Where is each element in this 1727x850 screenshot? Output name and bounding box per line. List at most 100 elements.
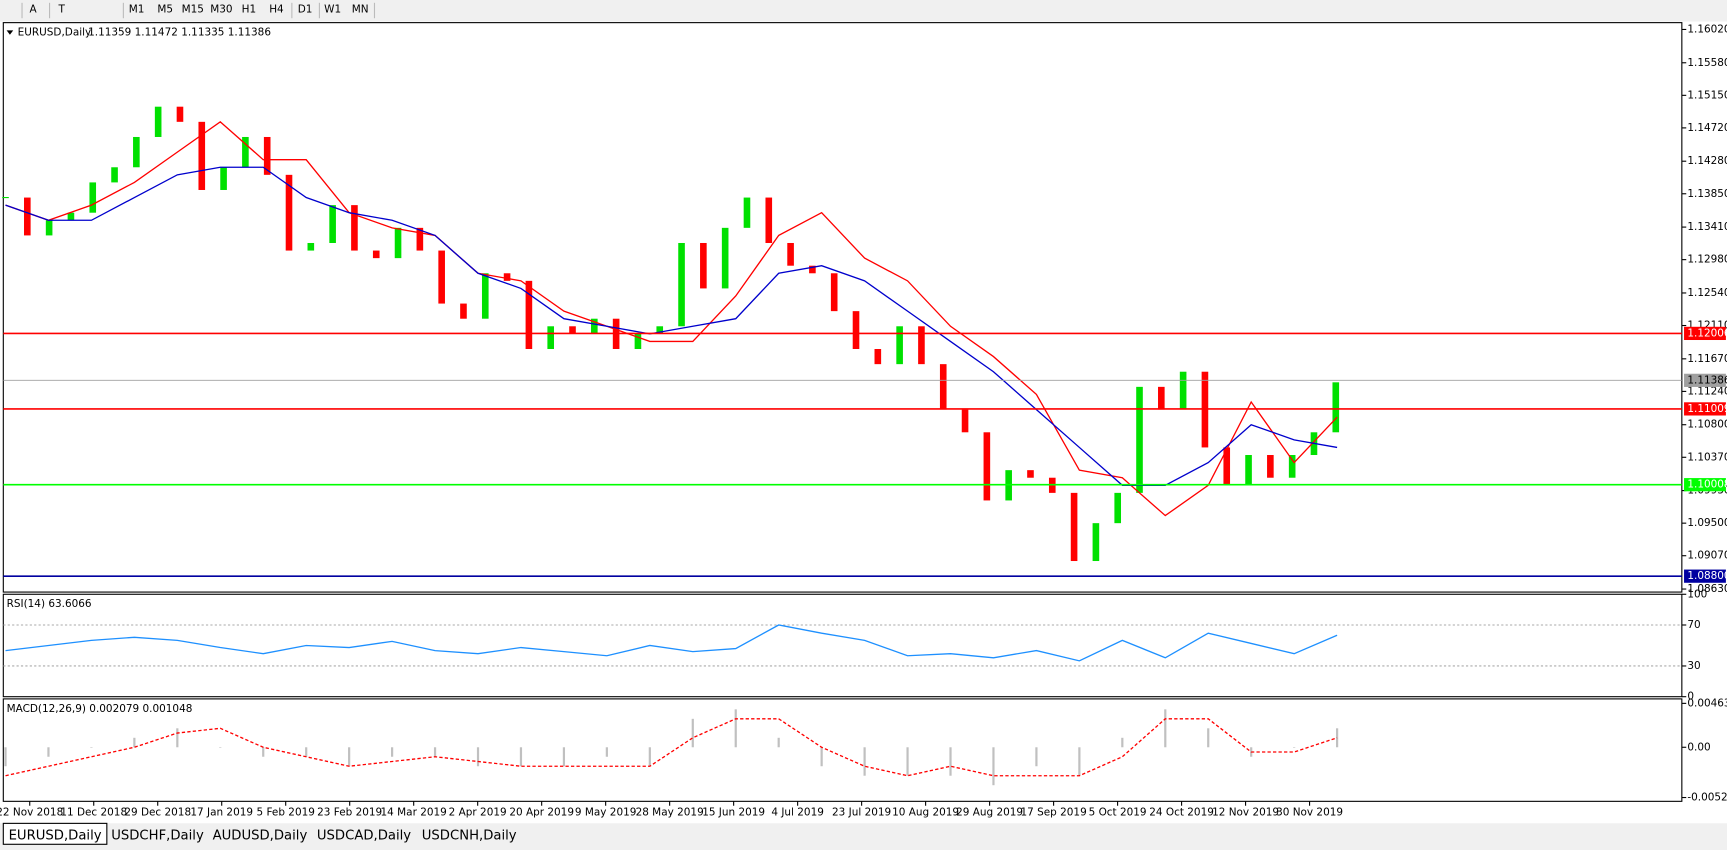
candle xyxy=(481,273,489,319)
menu-arrow xyxy=(6,30,14,35)
candle xyxy=(787,242,794,266)
candle xyxy=(329,205,336,243)
macd-bar xyxy=(348,747,351,767)
candle xyxy=(416,227,424,251)
candle xyxy=(111,167,118,183)
macd-bar xyxy=(1121,737,1124,748)
toolbar-button[interactable]: D1 xyxy=(298,3,313,15)
tab[interactable]: EURUSD,Daily xyxy=(9,828,102,843)
y-tick-label: 1.14720 xyxy=(1687,122,1727,134)
y-tick-label: 0.00 xyxy=(1687,741,1710,753)
macd-bar xyxy=(562,747,566,767)
candle xyxy=(1136,386,1143,493)
macd-bar xyxy=(820,747,823,767)
candle xyxy=(1114,492,1122,524)
x-tick-label: 23 Jul 2019 xyxy=(832,806,891,818)
candle xyxy=(45,220,53,236)
y-tick-label: 0.00463 xyxy=(1687,697,1727,709)
macd-bar xyxy=(1293,747,1296,748)
macd-bar xyxy=(90,747,93,748)
y-tick-label: 1.16020 xyxy=(1687,23,1727,35)
candle xyxy=(1267,455,1274,478)
y-tick-label: 1.11240 xyxy=(1687,385,1727,397)
macd-bar xyxy=(176,728,179,748)
candle xyxy=(460,303,467,319)
price-pane xyxy=(2,22,1683,593)
y-tick-label: 1.08630 xyxy=(1687,583,1727,595)
candle xyxy=(24,197,31,236)
toolbar-button[interactable]: M1 xyxy=(129,3,145,15)
x-tick-label: 22 Nov 2018 xyxy=(0,806,63,818)
candle xyxy=(1179,371,1187,410)
moving-average xyxy=(5,120,1338,517)
quote: 1.11359 1.11472 1.11335 1.11386 xyxy=(88,27,271,39)
candle xyxy=(525,280,533,349)
candle xyxy=(372,250,380,259)
y-tick-label: 1.10800 xyxy=(1687,419,1727,431)
toolbar-button[interactable]: M30 xyxy=(210,3,232,15)
macd-bar xyxy=(305,747,308,757)
x-tick-label: 17 Jan 2019 xyxy=(190,806,253,818)
tab[interactable]: AUDUSD,Daily xyxy=(213,828,308,843)
macd-bar xyxy=(691,718,694,748)
active-tab xyxy=(2,822,108,845)
x-tick-label: 5 Oct 2019 xyxy=(1089,806,1147,818)
toolbar-button[interactable]: A xyxy=(29,3,37,15)
y-tick-label: 1.11670 xyxy=(1687,353,1727,365)
moving-average xyxy=(5,166,1338,486)
y-tick-label: 1.13410 xyxy=(1687,221,1727,233)
candle xyxy=(503,273,511,281)
candle xyxy=(89,182,97,213)
price-label-box xyxy=(1684,478,1726,492)
tab[interactable]: USDCAD,Daily xyxy=(317,828,411,843)
price-label: 1.11386 xyxy=(1687,374,1727,386)
y-tick-label: -0.005299 xyxy=(1687,792,1727,804)
macd-bar xyxy=(262,747,265,757)
x-tick-label: 10 Aug 2019 xyxy=(892,806,959,818)
candle xyxy=(242,136,249,168)
candle xyxy=(721,227,729,289)
toolbar-button[interactable]: H4 xyxy=(269,3,284,15)
toolbar-button[interactable]: MN xyxy=(352,3,369,15)
y-tick-label: 1.12540 xyxy=(1687,287,1727,299)
rsi-line xyxy=(5,624,1338,662)
candle xyxy=(220,167,227,190)
tab-bar xyxy=(0,823,1727,846)
x-tick-label: 23 Feb 2019 xyxy=(317,806,382,818)
x-tick-label: 30 Nov 2019 xyxy=(1276,806,1343,818)
y-tick-label: 100 xyxy=(1687,588,1707,600)
chart-window xyxy=(0,21,1727,824)
tab[interactable]: USDCNH,Daily xyxy=(422,828,517,843)
pane-title: RSI(14) 63.6066 xyxy=(7,598,92,610)
macd-bar xyxy=(133,737,136,748)
x-tick-label: 14 Mar 2019 xyxy=(381,806,447,818)
x-tick-label: 29 Aug 2019 xyxy=(956,806,1023,818)
y-tick-label: 1.15580 xyxy=(1687,57,1727,69)
macd-bar xyxy=(219,747,222,748)
candle xyxy=(939,364,947,410)
x-tick-label: 29 Dec 2018 xyxy=(124,806,191,818)
tab[interactable]: USDCHF,Daily xyxy=(111,828,204,843)
macd-pane xyxy=(2,698,1683,802)
candle xyxy=(1223,447,1231,486)
macd-bar xyxy=(47,747,50,757)
candle xyxy=(438,250,445,304)
candle xyxy=(656,326,664,334)
candle xyxy=(67,212,75,221)
candle xyxy=(961,409,969,433)
toolbar-button[interactable]: M15 xyxy=(182,3,204,15)
candle xyxy=(198,121,206,190)
toolbar-button[interactable]: H1 xyxy=(242,3,257,15)
toolbar-button[interactable]: W1 xyxy=(324,3,341,15)
toolbar-button[interactable]: M5 xyxy=(157,3,173,15)
candle xyxy=(176,106,184,122)
macd-bar xyxy=(1078,747,1081,776)
candle xyxy=(765,197,773,243)
candle xyxy=(569,326,576,334)
toolbar xyxy=(0,0,1727,22)
candle xyxy=(852,311,860,349)
macd-bar xyxy=(1207,728,1210,748)
candle xyxy=(1092,523,1100,562)
toolbar-button[interactable]: T xyxy=(57,3,65,15)
